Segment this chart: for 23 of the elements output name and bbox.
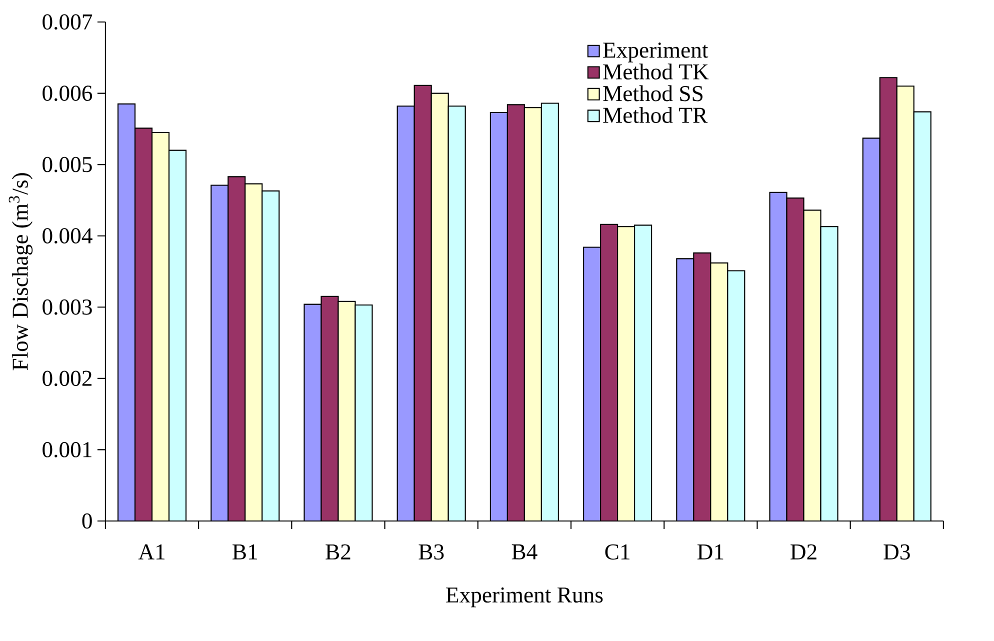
x-tick-label: D2 bbox=[790, 544, 816, 560]
y-tick-label: 0.005 bbox=[42, 156, 92, 172]
x-tick-label: A1 bbox=[138, 544, 164, 560]
x-tick-label: D3 bbox=[884, 544, 910, 560]
y-tick-label: 0.004 bbox=[42, 228, 92, 244]
x-axis-title: Experiment Runs bbox=[446, 587, 603, 608]
x-tick-label: B4 bbox=[512, 544, 538, 560]
x-tick-label: D1 bbox=[697, 544, 724, 560]
legend-label: Method TK bbox=[603, 64, 709, 80]
legend-label: Experiment bbox=[603, 42, 708, 62]
y-tick-label: 0.003 bbox=[42, 299, 92, 315]
x-tick-label: B2 bbox=[326, 544, 350, 560]
x-tick-label: B1 bbox=[232, 544, 257, 560]
x-tick-label: C1 bbox=[605, 544, 630, 560]
y-tick-label: 0.002 bbox=[42, 370, 92, 386]
y-tick-label: 0.001 bbox=[42, 442, 92, 458]
y-tick-label: 0.006 bbox=[42, 86, 92, 101]
y-tick-label: 0.007 bbox=[42, 14, 92, 30]
x-tick-label: B3 bbox=[418, 544, 444, 560]
y-axis-title: Flow Dischage (m$^{3}$/s) bbox=[8, 173, 33, 370]
y-tick-label: 0 bbox=[82, 513, 92, 529]
legend-label: Method TR bbox=[603, 107, 708, 123]
legend-label: Method SS bbox=[603, 85, 702, 102]
